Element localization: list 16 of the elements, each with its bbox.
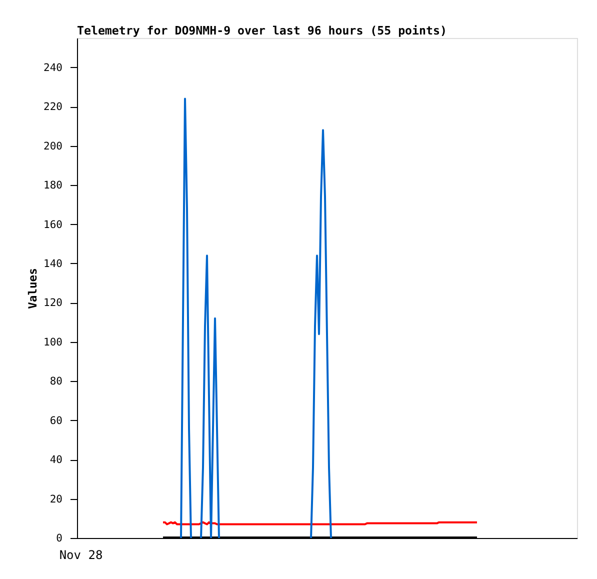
text: Nov 28 [59, 548, 103, 562]
y-tick-label: 40 [50, 454, 62, 466]
y-tick-label: 120 [44, 297, 62, 310]
y-tick-label: 160 [44, 218, 62, 231]
y-tick-label: 0 [56, 532, 62, 544]
y-tick-label: 140 [44, 258, 62, 270]
y-tick-label: 240 [44, 62, 62, 74]
y-axis-title: Values [26, 268, 40, 309]
y-tick-label: 100 [44, 336, 62, 348]
y-tick-label: 180 [44, 180, 62, 192]
chart-title: Telemetry for DO9NMH-9 over last 96 hours (55 points) [77, 23, 447, 38]
y-tick-label: 60 [50, 414, 62, 427]
y-tick-label: 200 [44, 140, 62, 152]
y-tick-label: 20 [50, 493, 62, 506]
y-tick-label: 220 [44, 101, 62, 114]
y-tick-label: 80 [50, 376, 62, 388]
